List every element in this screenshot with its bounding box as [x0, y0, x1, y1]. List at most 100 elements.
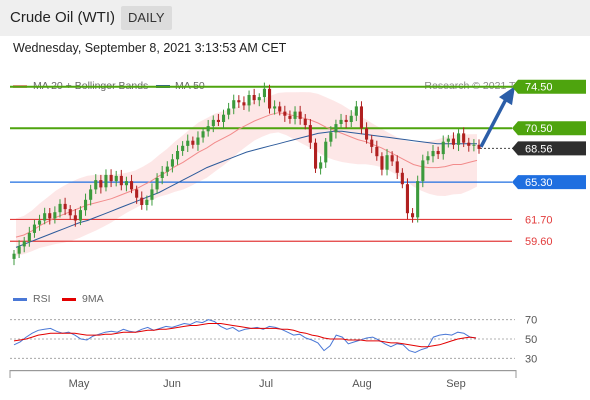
candle-body	[426, 156, 430, 161]
candle-body	[109, 174, 113, 182]
chart-header: Crude Oil (WTI) DAILY	[0, 0, 590, 36]
forecast-arrow-shaft	[479, 98, 508, 148]
candle-body	[421, 160, 425, 182]
candle-body	[12, 253, 16, 259]
candle-body	[43, 213, 47, 221]
x-tick-jun: Jun	[163, 378, 181, 390]
candle-body	[181, 145, 185, 151]
levels-layer	[10, 85, 515, 242]
candle-body	[329, 132, 333, 142]
instrument-title: Crude Oil (WTI)	[10, 9, 115, 26]
rsi-tick-70: 70	[525, 315, 537, 327]
ma20-line	[15, 112, 478, 238]
bollinger-band-layer	[16, 92, 477, 256]
candle-body	[27, 232, 31, 242]
candle-body	[160, 171, 164, 178]
candle-body	[99, 180, 103, 188]
period-button[interactable]: DAILY	[121, 6, 172, 30]
candle-body	[63, 203, 67, 210]
level-tag-65.30	[512, 175, 586, 190]
level-label-68.56: 68.56	[525, 143, 553, 155]
candle-body	[411, 213, 415, 218]
candle-body	[78, 210, 82, 221]
level-label-59.60: 59.60	[525, 236, 553, 248]
rsi-line	[13, 319, 477, 354]
bollinger-band	[16, 92, 477, 256]
candle-body	[278, 106, 282, 112]
candle-body	[53, 212, 57, 219]
candle-body	[472, 144, 476, 146]
level-label-61.70: 61.70	[525, 214, 553, 226]
candle-body	[17, 246, 21, 254]
candle-body	[359, 106, 363, 129]
candle-body	[242, 102, 246, 106]
level-label-65.30: 65.30	[525, 177, 553, 189]
rsi-ma-line	[13, 323, 477, 348]
x-axis-line	[10, 370, 516, 372]
candle-body	[314, 142, 318, 169]
candle-body	[114, 175, 118, 182]
candle-body	[32, 224, 36, 233]
forecast-arrow-head	[499, 86, 515, 106]
candle-body	[441, 141, 445, 155]
candle-body	[252, 95, 256, 101]
candle-body	[232, 100, 236, 109]
rsi-tick-50: 50	[525, 334, 537, 346]
candle-body	[380, 156, 384, 170]
candle-body	[124, 181, 128, 186]
candle-body	[227, 108, 231, 115]
rsi-legend-label: RSI	[33, 293, 51, 305]
candle-body	[145, 199, 149, 205]
candle-body	[283, 111, 287, 116]
candle-body	[38, 220, 42, 225]
candle-body	[104, 174, 108, 188]
candle-body	[395, 161, 399, 173]
candle-body	[237, 100, 241, 103]
candle-body	[262, 88, 266, 98]
candle-body	[216, 119, 220, 122]
x-tick-aug: Aug	[352, 378, 372, 390]
timestamp: Wednesday, September 8, 2021 3:13:53 AM …	[13, 41, 287, 55]
candle-body	[334, 124, 338, 133]
candle-body	[170, 159, 174, 167]
candle-body	[462, 133, 466, 143]
candle-body	[405, 184, 409, 214]
candle-body	[273, 106, 277, 109]
candle-body	[58, 203, 62, 213]
x-tick-sep: Sep	[446, 378, 466, 390]
candle-body	[308, 125, 312, 143]
candle-body	[222, 114, 226, 122]
candle-body	[344, 119, 348, 122]
x-tick-jul: Jul	[259, 378, 273, 390]
candle-body	[354, 106, 358, 116]
candle-body	[385, 155, 389, 170]
candle-body	[94, 180, 98, 190]
candle-body	[431, 151, 435, 157]
candle-body	[288, 115, 292, 119]
candle-body	[375, 146, 379, 157]
candle-body	[211, 119, 215, 127]
candle-body	[196, 137, 200, 145]
candles-layer	[12, 82, 481, 266]
level-label-70.50: 70.50	[525, 123, 553, 135]
candle-body	[257, 97, 261, 101]
rsi-legend-swatch	[13, 298, 27, 301]
level-labels-layer: 74.50 70.50 68.56 65.30 61.70 59.60	[512, 79, 586, 248]
candle-body	[436, 151, 440, 155]
candle-body	[400, 172, 404, 185]
candle-body	[176, 151, 180, 160]
candle-body	[119, 175, 123, 186]
candle-body	[206, 126, 210, 132]
candle-body	[73, 215, 77, 221]
candle-body	[268, 88, 272, 109]
candle-body	[339, 119, 343, 124]
level-tag-68.56	[512, 141, 586, 156]
candle-body	[155, 178, 159, 190]
candle-body	[319, 162, 323, 169]
candle-body	[390, 155, 394, 162]
candle-body	[165, 166, 169, 172]
candle-body	[135, 189, 139, 198]
candle-body	[477, 144, 481, 149]
candle-body	[303, 118, 307, 126]
candle-body	[365, 128, 369, 140]
